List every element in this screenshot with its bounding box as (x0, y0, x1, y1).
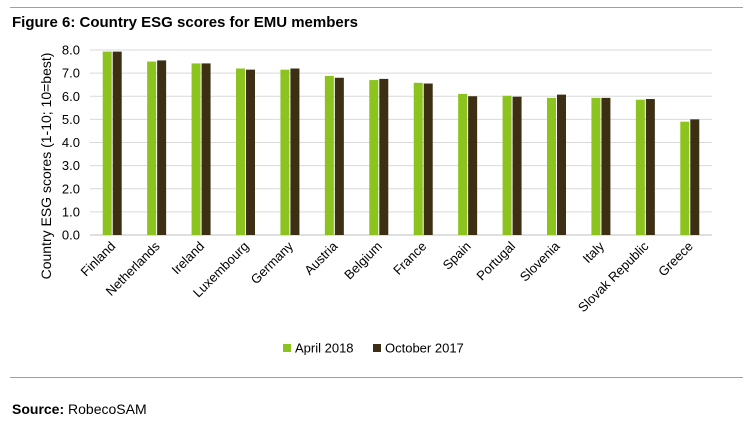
x-tick-label: Spain (440, 239, 474, 273)
y-tick-label: 6.0 (62, 89, 80, 104)
bar-april-2018-spain (458, 93, 468, 235)
x-tick-label: Slovenia (517, 238, 563, 284)
bar-october-2017-luxembourg (246, 69, 255, 235)
bar-chart: 0.0 1.0 2.0 3.0 4.0 5.0 6.0 7.0 8.0 FinlandNethe… (38, 43, 712, 356)
x-tick-label: Greece (655, 239, 696, 280)
y-tick-label: 4.0 (62, 135, 80, 150)
legend-swatch (283, 344, 291, 352)
bar-april-2018-ireland (191, 63, 201, 235)
bar-october-2017-slovenia (557, 94, 566, 235)
bar-april-2018-austria (324, 75, 334, 236)
bar-april-2018-netherlands (147, 61, 157, 235)
bar-april-2018-slovenia (547, 97, 556, 236)
bar-october-2017-belgium (379, 78, 389, 235)
y-tick-label: 0.0 (62, 228, 80, 243)
x-tick-label: Finland (78, 239, 119, 280)
y-tick-label: 8.0 (62, 43, 80, 58)
bar-october-2017-greece (690, 119, 700, 235)
bar-october-2017-slovak-republic (645, 99, 655, 236)
legend-label: April 2018 (295, 341, 354, 356)
figure-title: Figure 6: Country ESG scores for EMU mem… (12, 14, 358, 31)
x-tick-label: Belgium (341, 239, 385, 283)
x-tick-label: France (390, 239, 429, 278)
source-value: RobecoSAM (68, 401, 147, 417)
y-tick-label: 1.0 (62, 204, 80, 219)
legend-swatch (373, 344, 381, 352)
y-tick-label: 3.0 (62, 158, 80, 173)
x-tick-label: Austria (301, 238, 341, 278)
bar-april-2018-luxembourg (236, 68, 245, 235)
bar-april-2018-italy (591, 97, 601, 236)
y-axis-label: Country ESG scores (1-10; 10=best) (38, 53, 54, 280)
bar-october-2017-portugal (512, 96, 522, 236)
bar-april-2018-finland (102, 51, 112, 236)
bar-october-2017-finland (112, 51, 122, 236)
bar-october-2017-ireland (201, 63, 211, 235)
x-tick-label: Portugal (473, 238, 518, 283)
bar-april-2018-slovak-republic (635, 99, 645, 235)
bar-april-2018-france (413, 82, 423, 236)
bar-october-2017-germany (290, 68, 300, 235)
bar-april-2018-greece (680, 121, 690, 235)
y-axis-ticks: 0.0 1.0 2.0 3.0 4.0 5.0 6.0 7.0 8.0 (62, 43, 80, 243)
gridlines (90, 49, 712, 236)
y-tick-label: 2.0 (62, 181, 80, 196)
bar-october-2017-france (423, 83, 433, 235)
y-tick-label: 7.0 (62, 66, 80, 81)
x-tick-label: Germany (248, 238, 297, 287)
bar-april-2018-portugal (502, 95, 512, 235)
bars (102, 51, 700, 236)
y-tick-label: 5.0 (62, 112, 80, 127)
bar-october-2017-italy (601, 97, 611, 236)
source-note: Source: RobecoSAM (12, 401, 147, 417)
bar-october-2017-netherlands (157, 60, 167, 235)
bar-april-2018-belgium (369, 80, 379, 235)
legend-label: October 2017 (385, 341, 464, 356)
bar-april-2018-germany (280, 69, 290, 235)
bar-october-2017-austria (334, 77, 344, 235)
bottom-rule (10, 377, 743, 378)
x-tick-label: Ireland (168, 239, 207, 278)
top-rule (10, 7, 743, 8)
bar-october-2017-spain (468, 96, 478, 235)
source-label: Source: (12, 401, 65, 417)
legend: April 2018 October 2017 (283, 341, 464, 356)
x-tick-label: Italy (580, 238, 608, 266)
